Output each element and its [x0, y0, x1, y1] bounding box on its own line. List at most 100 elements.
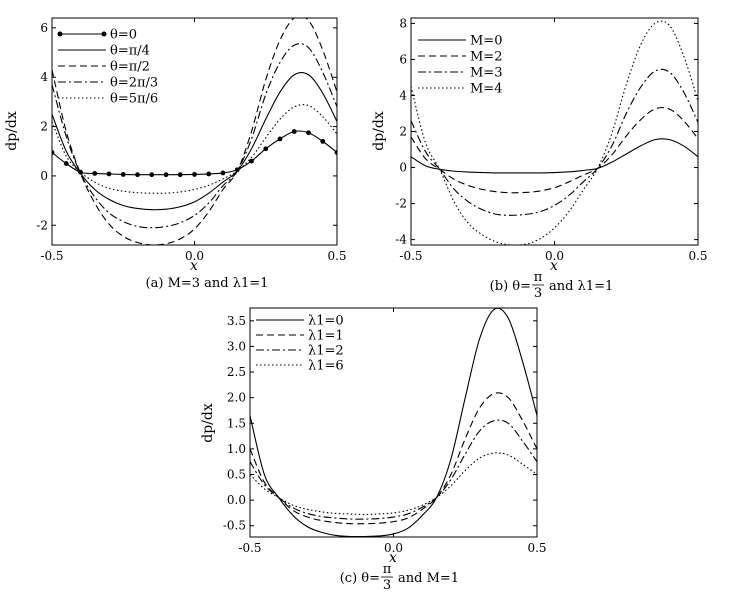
panel-c-ticks: -0.5 0.0 0.5 -0.5 0.0 0.5 1.0 1.5 2.0 2.5 3.0 3.5: [223, 308, 547, 555]
panel-a-series-point-21: [334, 150, 337, 155]
panel-c-caption: (c) θ= π 3 and M=1: [340, 562, 459, 593]
panel-a-ticks: -0.5 0.0 0.5 -2 0 2 4 6: [36, 18, 347, 263]
panel-a-series-point-5: [106, 171, 112, 177]
panel-b-y-tick-label: -4: [395, 233, 407, 247]
panel-c-y-tick-label: -0.5: [223, 519, 246, 533]
panel-c-series-line-4: [250, 452, 537, 516]
panel-a-series-point-6: [120, 172, 126, 177]
panel-a-series-point-19: [306, 130, 311, 136]
panel-c-legend-label: λ1=1: [308, 329, 344, 344]
panel-b-caption: (b) θ= π 3 and λ1=1: [490, 270, 614, 301]
panel-b-ticks: -0.5 0.0 0.5 -4 -2 0 2 4 6 8: [395, 16, 707, 263]
panel-c-y-tick-label: 0.5: [227, 467, 246, 481]
panel-b-y-tick-label: -2: [395, 197, 407, 211]
panel-a-series-point-12: [206, 171, 212, 177]
svg-text:(c) θ=: (c) θ=: [340, 571, 380, 586]
panel-c-x-tick-label: -0.5: [238, 541, 261, 555]
panel-c-y-tick-label: 2.5: [227, 365, 246, 379]
panel-b-x-tick-label: -0.5: [399, 249, 422, 263]
panel-a-legend-label: θ=5π/6: [110, 92, 158, 107]
panel-a-legend-label: θ=2π/3: [110, 76, 158, 91]
panel-b-y-tick-label: 4: [399, 88, 407, 102]
panel-c-y-tick-label: 0.0: [227, 493, 246, 507]
panel-a-series-point-2: [63, 161, 69, 166]
panel-a-series-line-3: [52, 18, 337, 245]
panel-a-x-tick-label: 0.5: [327, 249, 346, 263]
panel-c-legend-label: λ1=0: [308, 314, 344, 329]
panel-a-series-point-18: [291, 129, 297, 134]
panel-a-y-tick-label: 6: [40, 21, 48, 35]
panel-b-series-line-4: [411, 20, 698, 245]
panel-a-series-point-11: [192, 172, 197, 177]
panel-c-caption-frac-num: π: [383, 562, 392, 577]
panel-a-series-point-1: [52, 150, 55, 155]
panel-a-legend-marker: [57, 31, 63, 37]
panel-a-y-tick-label: 0: [40, 169, 48, 183]
panel-a-series-point-13: [220, 170, 226, 176]
panel-a-legend-label: θ=π/4: [110, 44, 150, 59]
panel-a-series-point-8: [149, 172, 155, 178]
panel-a-series-point-20: [320, 138, 326, 144]
panel-b-caption-frac-num: π: [534, 270, 543, 285]
svg-text:and M=1: and M=1: [398, 571, 459, 586]
panel-b-legend-label: M=4: [470, 82, 502, 97]
panel-a-x-tick-label: -0.5: [40, 249, 63, 263]
panel-a-series-line-5: [52, 104, 337, 194]
panel-c-caption-frac-den: 3: [383, 578, 391, 593]
panel-a: -0.5 0.0 0.5 -2 0 2 4 6 dp/dx x (a) M=3 and λ1=…: [4, 17, 347, 291]
panel-a-series-line-2: [52, 71, 337, 211]
panel-a-series-line-4: [52, 43, 337, 229]
panel-b-series-line-3: [411, 68, 698, 216]
panel-b-series-line-1: [411, 138, 698, 174]
panel-b-plot-frame: [410, 17, 699, 246]
panel-a-series-point-7: [135, 172, 140, 178]
panel-c-y-axis-label: dp/dx: [200, 403, 216, 443]
panel-a-y-tick-label: -2: [36, 218, 48, 232]
panel-c-series-line-3: [250, 419, 537, 520]
panel-b: -0.5 0.0 0.5 -4 -2 0 2 4 6 8 dp/dx x (b) θ= π 3 a…: [371, 16, 708, 301]
panel-b-y-axis-label: dp/dx: [371, 111, 387, 151]
panel-c-y-tick-label: 1.0: [227, 442, 246, 456]
panel-a-x-tick-label: 0.0: [185, 249, 204, 263]
panel-b-legend-label: M=3: [470, 66, 502, 81]
panel-a-legend-marker: [101, 31, 107, 37]
panel-c-series: [250, 308, 537, 537]
panel-c-x-tick-label: 0.0: [384, 541, 403, 555]
panel-a-series-point-17: [277, 136, 283, 142]
panel-b-x-tick-label: 0.5: [688, 249, 707, 263]
panel-b-y-tick-label: 8: [399, 16, 407, 30]
panel-b-y-tick-label: 6: [399, 52, 407, 66]
panel-a-series-line-1: [52, 130, 337, 176]
panel-c-series-line-2: [250, 392, 537, 525]
panel-a-x-axis-label: x: [190, 258, 198, 274]
panel-c-x-tick-label: 0.5: [527, 541, 546, 555]
panel-a-legend: θ=0θ=π/4θ=π/2θ=2π/3θ=5π/6: [57, 28, 158, 107]
panel-a-series: [52, 18, 337, 245]
panel-b-series: [411, 20, 698, 245]
panel-a-y-tick-label: 2: [40, 120, 48, 134]
panel-c-y-tick-label: 3.0: [227, 339, 246, 353]
panel-b-x-tick-label: 0.0: [545, 249, 564, 263]
panel-a-y-tick-label: 4: [40, 70, 48, 84]
panel-a-legend-label: θ=0: [110, 28, 137, 43]
panel-a-legend-label: θ=π/2: [110, 60, 150, 75]
panel-c-series-line-1: [250, 308, 537, 537]
panel-c-legend-label: λ1=6: [308, 359, 344, 374]
panel-b-caption-frac-den: 3: [534, 286, 542, 301]
panel-c-y-tick-label: 1.5: [227, 416, 246, 430]
panel-c-plot-frame: [249, 307, 538, 538]
panel-c-legend: λ1=0λ1=1λ1=2λ1=6: [256, 314, 344, 374]
panel-c-legend-label: λ1=2: [308, 344, 344, 359]
panel-a-series-point-16: [263, 146, 269, 152]
panel-b-series-line-2: [411, 107, 698, 194]
svg-text:(b) θ=: (b) θ=: [490, 279, 531, 294]
panel-b-legend-label: M=2: [470, 50, 502, 65]
svg-text:and λ1=1: and λ1=1: [549, 279, 613, 294]
panel-a-caption: (a) M=3 and λ1=1: [146, 276, 269, 291]
panel-c-y-tick-label: 2.0: [227, 391, 246, 405]
panel-b-x-axis-label: x: [550, 258, 558, 274]
panel-a-series-point-15: [249, 158, 254, 164]
panel-b-legend-label: M=0: [470, 34, 502, 49]
panel-c-y-tick-label: 3.5: [227, 314, 246, 328]
